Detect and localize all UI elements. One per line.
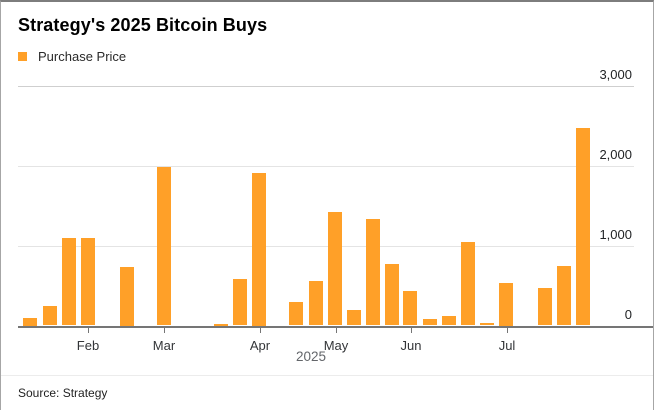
purchase-bar — [537, 287, 552, 326]
purchase-bar — [61, 237, 76, 326]
purchase-bar — [556, 266, 571, 326]
source-attribution: Source: Strategy — [18, 386, 108, 400]
purchase-bar — [441, 316, 456, 326]
gridline-2000 — [18, 166, 634, 168]
purchase-bar — [499, 282, 514, 326]
purchase-bar — [366, 218, 380, 326]
x-axis-tick — [260, 327, 261, 333]
purchase-bar — [576, 127, 590, 326]
x-axis-year-label: 2025 — [295, 349, 327, 364]
x-axis-tick — [411, 327, 412, 333]
purchase-bar — [81, 237, 95, 326]
legend-swatch-icon — [18, 52, 27, 61]
x-axis-month-label: Feb — [76, 338, 100, 353]
purchase-bar — [120, 266, 134, 326]
purchase-bar — [347, 310, 361, 326]
purchase-bar — [309, 280, 323, 326]
y-axis-tick-label: 1,000 — [599, 226, 632, 242]
purchase-bar — [42, 305, 57, 326]
chart-title: Strategy's 2025 Bitcoin Buys — [18, 15, 268, 35]
gridline-1000 — [18, 245, 634, 247]
y-axis-tick-label: 3,000 — [599, 67, 632, 83]
purchase-bar — [214, 323, 229, 326]
gridline-3000 — [18, 86, 634, 88]
legend-label: Purchase Price — [38, 49, 127, 64]
purchase-bar — [327, 212, 342, 326]
x-axis-month-label: May — [323, 338, 349, 353]
y-axis-tick-label: 2,000 — [599, 147, 632, 163]
purchase-bar — [157, 166, 171, 326]
x-axis-tick — [507, 327, 508, 333]
purchase-bar — [232, 278, 247, 326]
purchase-bar — [422, 319, 437, 326]
x-axis-tick — [88, 327, 89, 333]
purchase-bar — [251, 172, 266, 326]
x-axis-month-label: Mar — [152, 338, 176, 353]
x-axis-month-label: Apr — [249, 338, 271, 353]
x-axis-month-label: Jul — [498, 338, 516, 353]
purchase-bar — [480, 323, 495, 326]
purchase-bar — [23, 317, 38, 326]
purchase-bar — [289, 302, 303, 326]
x-axis-month-label: Jun — [400, 338, 422, 353]
purchase-bar — [402, 291, 417, 326]
footer-divider — [1, 375, 653, 376]
purchase-bar — [384, 264, 399, 326]
x-axis-tick — [164, 327, 165, 333]
y-axis-tick-label: 0 — [624, 306, 632, 322]
x-axis-baseline — [18, 325, 653, 328]
purchase-bar — [461, 241, 475, 326]
x-axis-tick — [336, 327, 337, 333]
